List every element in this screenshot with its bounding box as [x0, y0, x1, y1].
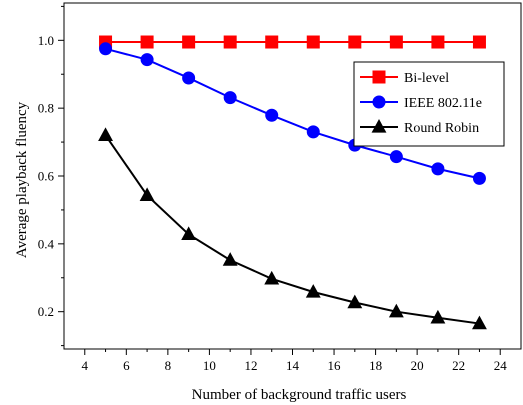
legend-label-round-robin: Round Robin: [404, 121, 479, 136]
plot-area: [98, 35, 487, 330]
data-point-bi-level: [140, 35, 154, 49]
data-point-bi-level: [182, 35, 196, 49]
x-tick-label: 14: [286, 358, 300, 373]
x-tick-label: 12: [244, 358, 257, 373]
series-round-robin: [98, 127, 487, 330]
data-point-ieee-802-11e: [140, 53, 154, 67]
series-ieee-802-11e: [99, 42, 486, 185]
data-point-bi-level: [306, 35, 320, 49]
data-point-round-robin: [222, 252, 238, 266]
data-point-ieee-802-11e: [472, 171, 486, 185]
data-point-round-robin: [181, 226, 197, 241]
y-axis-title: Average playback fluency: [14, 101, 30, 258]
y-tick-label: 0.4: [38, 236, 55, 251]
data-point-round-robin: [305, 284, 321, 298]
x-axis-title: Number of background traffic users: [192, 387, 407, 403]
data-point-bi-level: [348, 35, 362, 49]
data-point-ieee-802-11e: [306, 125, 320, 139]
data-point-bi-level: [431, 35, 445, 49]
data-point-ieee-802-11e: [223, 91, 237, 105]
data-point-round-robin: [139, 187, 155, 202]
x-tick-label: 16: [328, 358, 342, 373]
x-tick-label: 18: [369, 358, 382, 373]
x-tick-label: 10: [203, 358, 216, 373]
data-point-ieee-802-11e: [99, 42, 113, 56]
data-point-bi-level: [265, 35, 279, 49]
data-point-bi-level: [389, 35, 403, 49]
legend-marker-ieee-802-11e: [372, 95, 386, 109]
series-line-round-robin: [104, 134, 480, 325]
x-tick-label: 6: [123, 358, 130, 373]
data-point-round-robin: [388, 303, 404, 318]
data-point-round-robin: [264, 270, 280, 285]
legend-item-bi-level: Bi-level: [360, 70, 449, 86]
data-point-round-robin: [472, 315, 487, 330]
series-bi-level: [99, 35, 486, 49]
x-tick-label: 4: [82, 358, 89, 373]
series-line-ieee-802-11e: [105, 47, 480, 180]
data-point-bi-level: [472, 35, 486, 49]
data-point-round-robin: [98, 127, 113, 141]
legend-label-ieee-802-11e: IEEE 802.11e: [404, 96, 482, 111]
y-tick-label: 0.6: [38, 169, 55, 184]
axes: 4 6 8 10 12 14 16 18 20 22 24 0.2 0.4 0.6 0.8 1.0: [38, 2, 522, 373]
x-tick-label: 20: [411, 358, 424, 373]
y-tick-label: 0.8: [38, 101, 54, 116]
data-point-round-robin: [430, 309, 446, 324]
data-point-ieee-802-11e: [431, 162, 445, 176]
data-point-ieee-802-11e: [182, 71, 196, 85]
legend: Bi-level IEEE 802.11e Round Robin: [353, 61, 505, 147]
x-tick-label: 8: [165, 358, 172, 373]
legend-item-ieee-802-11e: IEEE 802.11e: [360, 95, 482, 111]
x-tick-label: 24: [494, 358, 508, 373]
y-tick-label: 0.2: [38, 304, 54, 319]
data-point-round-robin: [347, 294, 363, 309]
legend-item-round-robin: Round Robin: [360, 119, 479, 136]
legend-marker-round-robin: [371, 119, 387, 133]
legend-label-bi-level: Bi-level: [404, 71, 449, 86]
data-point-bi-level: [223, 35, 237, 49]
data-point-ieee-802-11e: [389, 150, 403, 164]
x-tick-label: 22: [452, 358, 465, 373]
legend-marker-bi-level: [372, 70, 386, 84]
y-tick-label: 1.0: [38, 33, 54, 48]
data-point-ieee-802-11e: [265, 108, 279, 122]
